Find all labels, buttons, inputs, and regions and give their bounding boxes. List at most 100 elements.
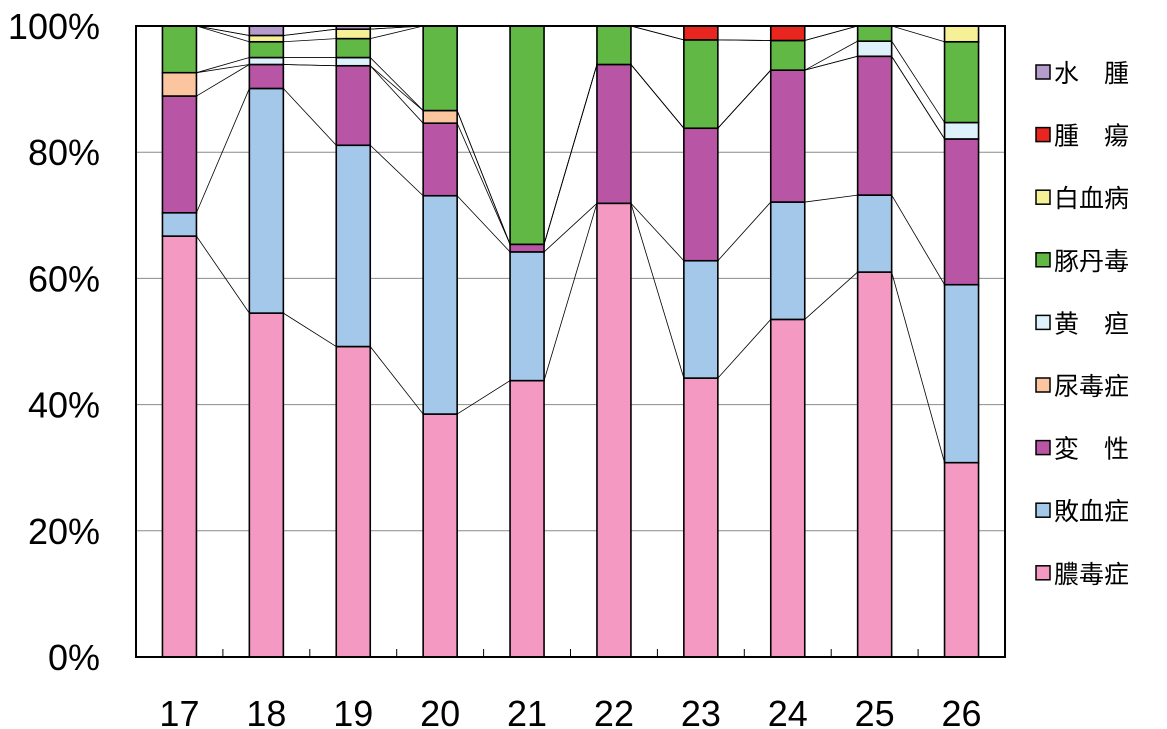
- connector-line: [456, 123, 511, 245]
- legend-label: 尿毒症: [1054, 372, 1129, 401]
- bar-segment: [683, 259, 719, 379]
- y-tick-label: 80%: [28, 132, 100, 173]
- connector-line: [543, 64, 598, 245]
- bar-segment: [943, 121, 980, 140]
- legend-label: 水 腫: [1054, 59, 1129, 88]
- bar-segment: [161, 95, 198, 214]
- bar-segment: [248, 34, 285, 43]
- y-tick-labels: 0% 20% 40% 60% 80% 100%: [8, 6, 100, 678]
- bar-segment: [943, 40, 980, 124]
- bar-segment: [248, 63, 285, 90]
- bar-segment: [335, 64, 372, 147]
- connector-line: [456, 380, 511, 415]
- connector-line: [891, 25, 945, 43]
- bar-segment: [509, 251, 545, 382]
- legend-swatch: [1035, 565, 1051, 581]
- bar-segment: [422, 194, 458, 415]
- connector-line: [283, 38, 337, 43]
- legend-label: 敗血症: [1054, 497, 1129, 526]
- bar-segment: [335, 144, 372, 348]
- connector-line: [196, 235, 250, 314]
- connector-line: [456, 110, 511, 245]
- connector-line: [196, 64, 250, 74]
- bar-segment: [856, 55, 893, 196]
- legend-swatch: [1035, 377, 1051, 393]
- connector-line: [804, 40, 858, 71]
- connector-line: [804, 25, 858, 41]
- bar-segment: [856, 25, 893, 42]
- y-tick-label: 40%: [28, 385, 100, 426]
- bar-segment: [161, 25, 198, 74]
- bar-segment: [248, 40, 285, 59]
- x-tick-label: 25: [855, 693, 895, 729]
- connector-line: [804, 194, 858, 203]
- connector-line: [891, 271, 945, 463]
- connector-line: [630, 203, 685, 262]
- x-tick-label: 22: [594, 693, 634, 729]
- bar-segment: [335, 37, 372, 59]
- connector-line: [630, 64, 685, 129]
- legend-label: 膿毒症: [1054, 560, 1129, 589]
- bar-segment: [856, 40, 893, 58]
- bar-segment: [422, 122, 458, 197]
- connector-line: [369, 144, 424, 197]
- connector-line: [369, 346, 424, 415]
- x-tick-label: 20: [420, 693, 460, 729]
- connector-line: [717, 201, 772, 261]
- connector-line: [196, 57, 250, 74]
- x-tick-label: 17: [159, 693, 199, 729]
- connector-line: [369, 65, 424, 111]
- bar-segment: [683, 377, 719, 658]
- bar-segment: [248, 312, 285, 658]
- connector-line: [196, 25, 250, 43]
- x-tick-label: 18: [246, 693, 286, 729]
- bar-segment: [422, 25, 458, 112]
- legend-label: 変 性: [1054, 435, 1129, 464]
- bar-segment: [683, 127, 719, 262]
- bar-segment: [509, 379, 545, 658]
- bar-segment: [596, 202, 632, 658]
- x-tick-label: 19: [333, 693, 373, 729]
- bar-segment: [943, 461, 980, 658]
- bar-segment: [769, 318, 806, 658]
- bar-segment: [943, 138, 980, 286]
- bar-segment: [335, 28, 372, 40]
- connector-line: [717, 69, 772, 129]
- bar-segment: [161, 235, 198, 658]
- legend-swatch: [1035, 439, 1051, 456]
- legend-label: 黄 疸: [1054, 309, 1129, 338]
- connector-line: [196, 88, 250, 213]
- y-tick-label: 20%: [28, 511, 100, 552]
- connector-line: [369, 57, 424, 111]
- connector-line: [891, 40, 945, 123]
- bar-segment: [769, 25, 806, 42]
- legend-swatch: [1035, 314, 1051, 331]
- connector-line: [196, 25, 250, 36]
- bar-segment: [769, 201, 806, 321]
- x-tick-label: 23: [681, 693, 721, 729]
- legend-swatch: [1035, 126, 1051, 143]
- y-tick-label: 100%: [8, 6, 100, 47]
- x-tick-label: 21: [507, 693, 547, 729]
- connector-line: [630, 25, 684, 41]
- bar-segment: [248, 25, 285, 37]
- y-tick-label: 60%: [28, 258, 100, 299]
- axes: [135, 25, 1006, 658]
- y-tick-label: 0%: [48, 637, 100, 678]
- x-tick-label: 24: [768, 693, 808, 729]
- connector-line: [630, 203, 685, 379]
- bar-segment: [943, 283, 980, 464]
- connector-line: [456, 195, 511, 253]
- connector-line: [543, 203, 598, 381]
- bar-segment: [769, 69, 806, 203]
- bar-segment: [683, 39, 719, 130]
- connector-line: [283, 312, 337, 347]
- bar-segment: [161, 211, 198, 237]
- bar-segment: [509, 243, 545, 253]
- x-tick-label: 26: [942, 693, 982, 729]
- connector-line: [370, 25, 424, 40]
- connector-line: [196, 64, 250, 97]
- connector-lines: [196, 25, 945, 463]
- connector-line: [283, 64, 337, 67]
